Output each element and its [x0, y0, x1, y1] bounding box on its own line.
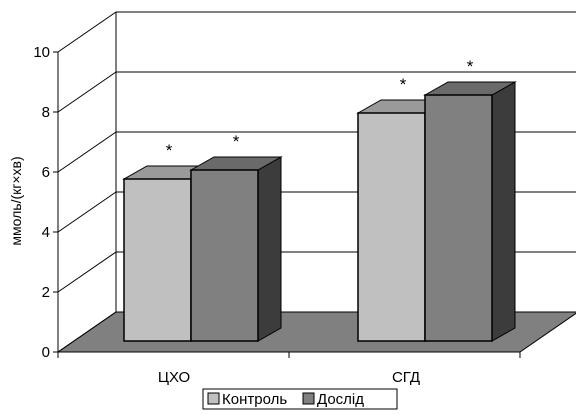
significance-star: *: [400, 75, 407, 94]
y-tick-label: 0: [42, 344, 50, 361]
bar-side-face: [491, 81, 516, 342]
gridline-side: [57, 131, 117, 173]
y-tick-label: 4: [42, 224, 50, 241]
legend-swatch: [302, 392, 315, 405]
gridline-side: [57, 251, 117, 293]
legend-label: Контроль: [222, 391, 287, 408]
legend-swatch: [207, 392, 220, 405]
gridline-side: [57, 311, 117, 353]
y-tick-label: 8: [42, 104, 50, 121]
bar-doslid-sgd: [424, 94, 493, 342]
legend-label: Дослід: [317, 391, 364, 408]
x-category-label: ЦХО: [158, 369, 190, 386]
y-tick-label: 6: [42, 164, 50, 181]
y-tick-label: 2: [42, 284, 50, 301]
bar-side-face: [257, 156, 282, 342]
bar-doslid-cho: [190, 169, 259, 342]
y-tick-label: 10: [33, 44, 50, 61]
significance-star: *: [467, 57, 474, 76]
gridline-side: [57, 71, 117, 113]
y-axis-label: ммоль/(кг×хв): [8, 156, 24, 245]
gridline-side: [57, 191, 117, 233]
significance-star: *: [166, 141, 173, 160]
bar-kontrol-sgd: [357, 112, 426, 342]
bar-kontrol-cho: [123, 178, 192, 342]
significance-star: *: [233, 132, 240, 151]
legend-box: [202, 388, 398, 410]
gridline-side: [57, 11, 117, 53]
x-category-label: СГД: [392, 369, 420, 386]
